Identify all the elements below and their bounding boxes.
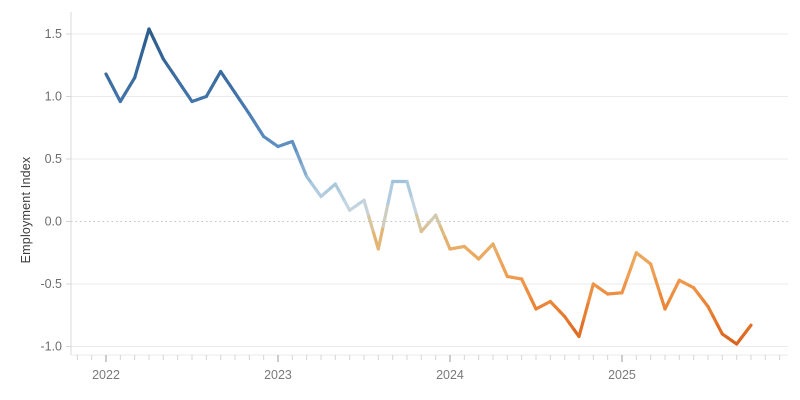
- employment-index-line-segment: [438, 224, 447, 240]
- employment-index-line-segment: [668, 288, 677, 302]
- employment-index-line-segment: [290, 139, 299, 155]
- employment-index-line-segment: [209, 78, 218, 90]
- axis-layer: [66, 12, 788, 362]
- series-layer: [104, 27, 753, 346]
- employment-index-line-segment: [658, 292, 667, 311]
- employment-index-line-segment: [300, 163, 309, 179]
- y-tick-label: 0.0: [45, 215, 62, 229]
- x-year-label: 2022: [92, 368, 120, 382]
- employment-index-line-segment: [414, 213, 423, 234]
- employment-index-line-segment: [343, 199, 352, 212]
- y-tick-label: -1.0: [40, 340, 62, 354]
- employment-index-line-segment: [620, 277, 629, 295]
- employment-index-line-segment: [381, 202, 390, 229]
- employment-index-line-segment: [586, 282, 595, 304]
- employment-index-line-segment: [333, 182, 342, 195]
- employment-index-line-segment: [625, 264, 634, 282]
- employment-index-line-segment: [443, 236, 452, 251]
- employment-index-line-segment: [491, 242, 500, 257]
- y-tick-label: 0.5: [45, 152, 62, 166]
- employment-index-line-segment: [386, 179, 395, 206]
- employment-index-line-segment: [104, 72, 113, 85]
- employment-index-line-segment: [649, 262, 658, 281]
- employment-index-line-segment: [142, 27, 151, 47]
- x-year-label: 2024: [436, 368, 464, 382]
- employment-index-line-segment: [367, 214, 376, 235]
- employment-index-line-segment: [582, 299, 591, 321]
- employment-index-line-segment: [376, 224, 385, 251]
- employment-index-line-segment: [133, 59, 142, 80]
- employment-index-line-segment: [338, 191, 347, 204]
- employment-index-line-segment: [744, 323, 753, 334]
- employment-index-line-segment: [672, 278, 681, 292]
- employment-index-line-segment: [147, 27, 156, 41]
- employment-index-line-segment: [137, 43, 146, 64]
- label-layer: 1.5 1.0 0.5 0.0 -0.5 -1.0 2022 2023 2024 2025: [40, 27, 635, 382]
- y-tick-label: -0.5: [40, 277, 62, 291]
- y-axis-title: Employment Index: [19, 156, 33, 263]
- employment-index-line-segment: [405, 179, 414, 200]
- x-year-label: 2023: [264, 368, 292, 382]
- employment-index-line-segment: [524, 287, 533, 301]
- y-tick-label: 1.0: [45, 90, 62, 104]
- employment-index-line-segment: [109, 81, 118, 94]
- employment-index-line-segment: [496, 253, 505, 268]
- employment-index-line-segment: [156, 47, 165, 61]
- employment-index-line-segment: [711, 314, 720, 327]
- employment-index-line-segment: [653, 277, 662, 296]
- employment-index-line-segment: [706, 304, 715, 318]
- y-tick-label: 1.5: [45, 27, 62, 41]
- employment-index-line-segment: [152, 37, 161, 51]
- employment-index-line-segment: [295, 151, 304, 167]
- employment-index-line-segment: [629, 251, 638, 268]
- employment-index-line-segment: [663, 297, 672, 311]
- employment-index-line-segment: [577, 317, 586, 339]
- employment-index-line-segment: [434, 213, 443, 229]
- employment-index-line-segment: [520, 277, 529, 291]
- employment-index-line-segment: [529, 297, 538, 311]
- employment-index-line-segment: [715, 323, 724, 336]
- employment-index-line-segment: [204, 86, 213, 99]
- employment-index-line-segment: [362, 198, 371, 219]
- x-year-label: 2025: [608, 368, 636, 382]
- employment-index-line-segment: [410, 196, 419, 217]
- employment-index-line-segment: [500, 264, 509, 279]
